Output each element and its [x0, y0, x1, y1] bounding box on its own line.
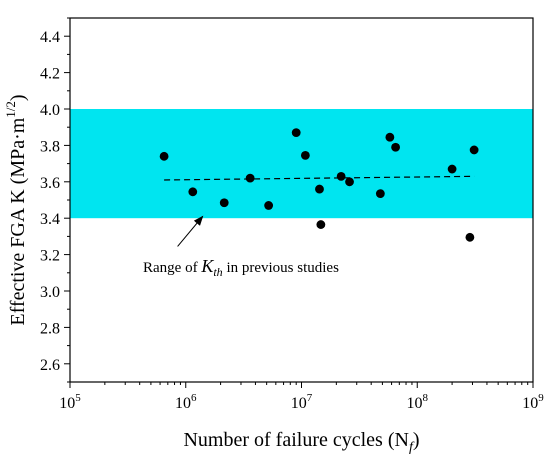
data-point [219, 198, 229, 208]
x-tick-label: 109 [522, 392, 544, 412]
data-point [300, 151, 310, 160]
data-point [159, 151, 169, 161]
x-axis-label-main: Number of failure cycles (N [183, 429, 408, 451]
y-tick-label: 3.8 [40, 138, 60, 155]
y-tick-label: 3.4 [40, 211, 60, 228]
y-tick-label: 3.6 [40, 175, 60, 192]
annotation-kth-subscript: th [213, 265, 222, 279]
kth-range-band [70, 109, 533, 219]
data-points [159, 128, 479, 242]
data-point [447, 164, 457, 174]
data-point [385, 132, 395, 142]
data-point [336, 171, 346, 181]
data-point [245, 173, 255, 183]
y-axis-ticks: 2.6 2.8 3.0 3.2 3.4 3.6 3.8 4.0 4.2 4.4 [40, 17, 70, 383]
y-tick-label: 4.4 [40, 29, 60, 46]
y-tick-label: 3.0 [40, 284, 60, 301]
annotation-text: Range of Kth in previous studies [143, 256, 339, 279]
annotation-arrow [177, 215, 204, 247]
data-point [291, 128, 301, 138]
x-tick-label: 108 [407, 392, 429, 412]
data-point [469, 145, 479, 155]
y-tick-label: 4.0 [40, 102, 60, 119]
x-tick-label: 106 [175, 392, 197, 412]
x-tick-label: 105 [59, 392, 81, 412]
data-point [315, 184, 324, 194]
annotation-text-after: in previous studies [223, 260, 339, 276]
data-point [465, 232, 475, 242]
data-point [264, 201, 274, 210]
trend-layer [164, 175, 475, 181]
y-axis-label: Effective FGA K (MPa·m1/2) [3, 94, 29, 325]
y-tick-label: 3.2 [40, 248, 60, 265]
data-point [391, 142, 400, 152]
y-axis-label-sup: 1/2 [3, 101, 18, 118]
data-point [375, 189, 385, 199]
y-tick-label: 2.6 [40, 357, 60, 374]
annotation-kth-symbol: K [200, 256, 214, 276]
data-point [345, 177, 354, 187]
annotation-text-before: Range of [143, 260, 201, 276]
data-point [316, 220, 326, 229]
x-axis-label-tail: ) [413, 429, 420, 451]
data-point [188, 187, 198, 197]
y-tick-label: 4.2 [40, 66, 60, 83]
x-axis-label: Number of failure cycles (Nf) [183, 429, 419, 455]
x-axis-ticks: 105 106 107 108 109 [59, 382, 544, 412]
y-axis-label-tail: ) [7, 94, 29, 101]
trend-line [164, 175, 475, 181]
x-tick-label: 107 [291, 392, 313, 412]
y-tick-label: 2.8 [40, 320, 60, 337]
x-axis-label-sub: f [409, 440, 415, 455]
y-axis-label-main: Effective FGA K (MPa·m [7, 117, 29, 325]
